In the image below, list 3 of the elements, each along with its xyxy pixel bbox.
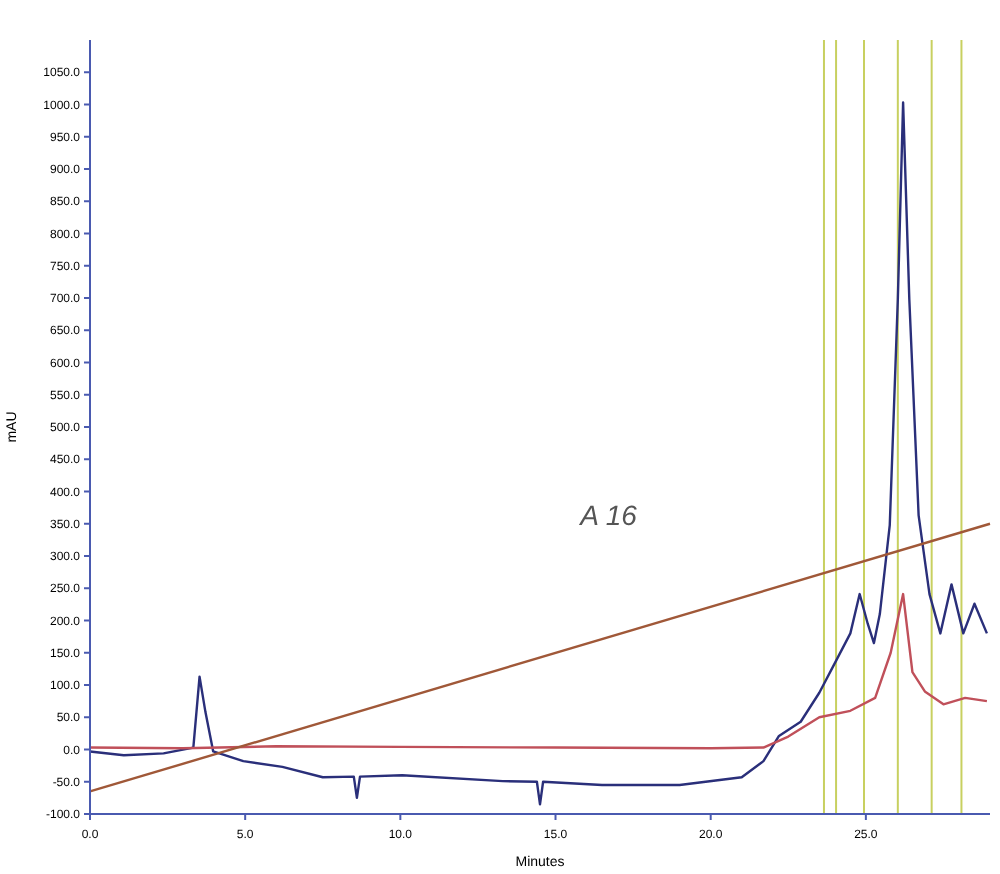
annotation: A 16 bbox=[578, 499, 638, 532]
line-series bbox=[88, 101, 989, 806]
line-series bbox=[88, 592, 989, 750]
